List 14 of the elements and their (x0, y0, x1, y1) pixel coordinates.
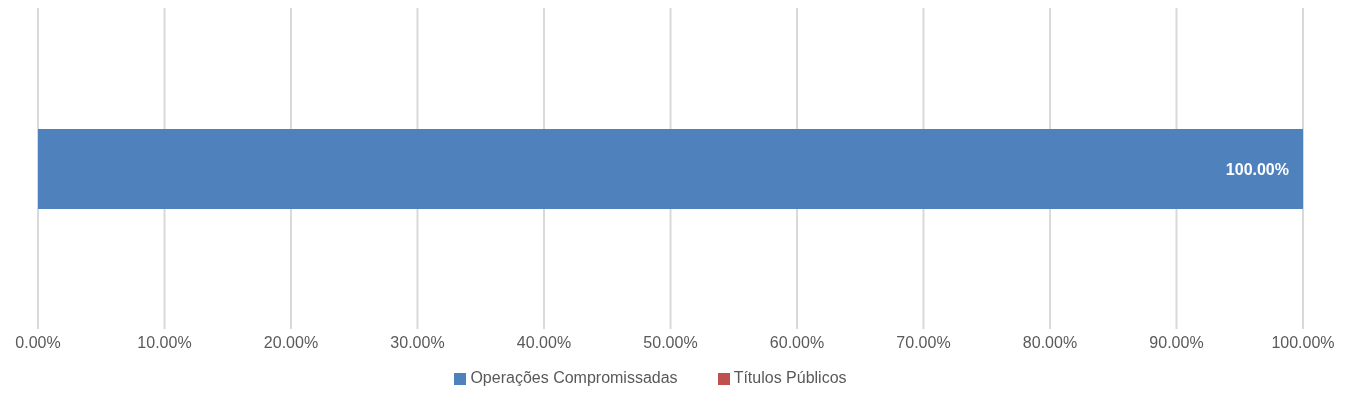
x-tick-label: 100.00% (1271, 334, 1335, 352)
legend-label: Títulos Públicos (733, 369, 847, 386)
x-tick-label: 0.00% (15, 334, 61, 352)
x-tick-label: 10.00% (137, 334, 192, 352)
legend-label: Operações Compromissadas (470, 369, 678, 386)
x-tick-label: 50.00% (643, 334, 698, 352)
x-tick-label: 80.00% (1022, 334, 1078, 352)
x-tick-label: 20.00% (263, 334, 319, 352)
x-tick-label: 90.00% (1149, 334, 1204, 352)
x-tick-label: 30.00% (390, 334, 445, 352)
x-tick-label: 70.00% (896, 334, 951, 352)
x-tick-label: 60.00% (769, 334, 825, 352)
x-tick-label: 40.00% (516, 334, 572, 352)
data-label: 100.00% (1225, 160, 1289, 178)
